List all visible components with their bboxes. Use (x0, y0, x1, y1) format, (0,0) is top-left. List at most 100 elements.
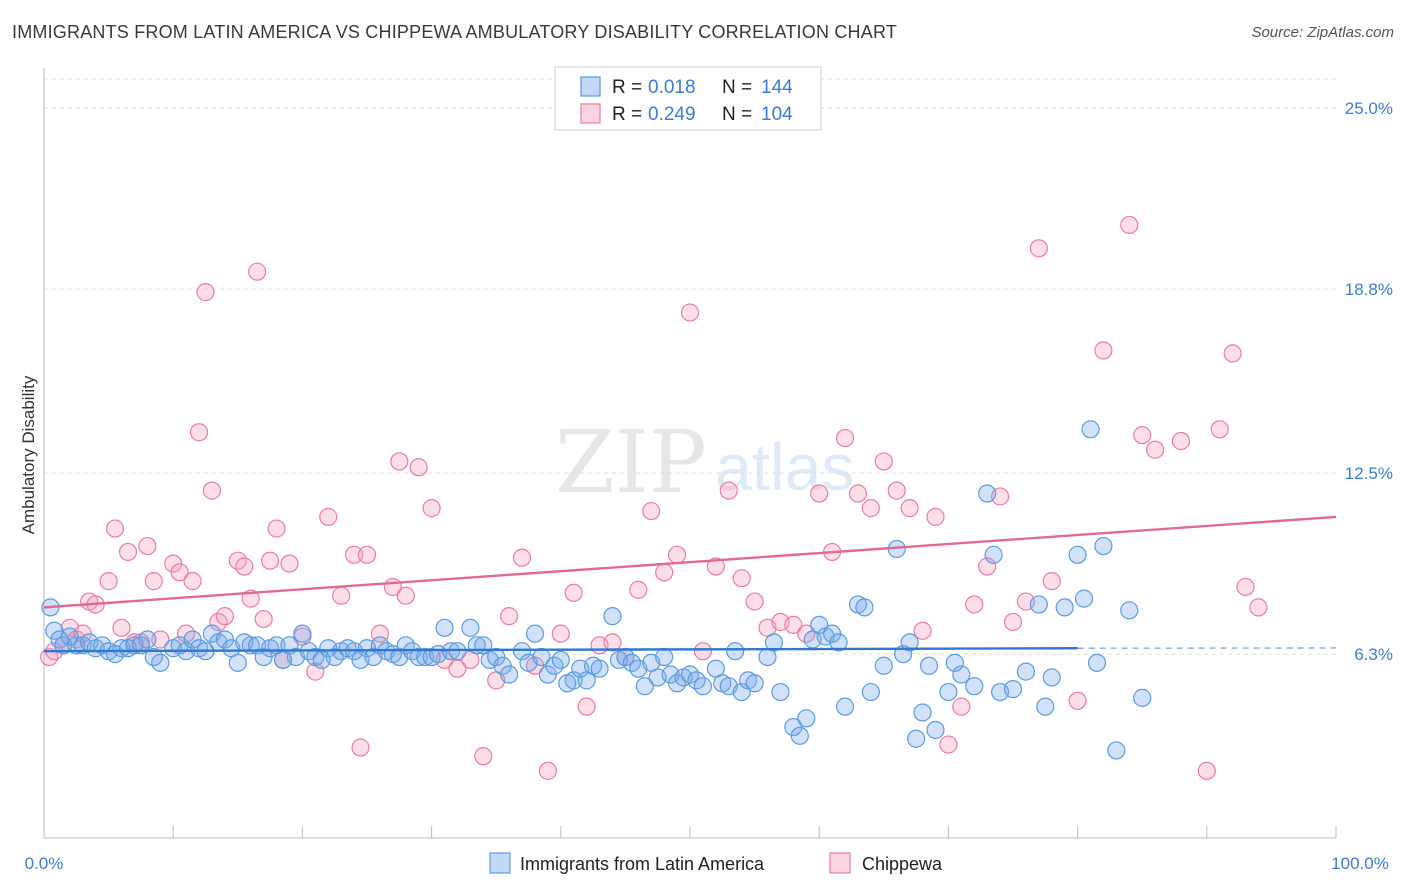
point-blue-105 (745, 674, 764, 693)
point-blue-119 (855, 598, 874, 617)
point-pink-89 (965, 595, 984, 614)
point-blue-110 (790, 726, 809, 745)
watermark-atlas: atlas (715, 430, 854, 504)
point-pink-29 (248, 262, 267, 281)
point-pink-66 (667, 545, 687, 564)
point-pink-37 (319, 507, 338, 526)
point-blue-29 (228, 653, 247, 672)
point-blue-130 (945, 653, 964, 672)
point-pink-16 (151, 630, 170, 649)
point-pink-45 (396, 586, 415, 605)
legend-n-value-2: 104 (761, 104, 793, 125)
point-blue-113 (810, 615, 829, 634)
point-pink-0 (40, 647, 59, 667)
y-tick-label-1: 12.5% (1345, 464, 1393, 483)
point-blue-83 (590, 659, 609, 678)
point-pink-44 (390, 452, 409, 471)
point-pink-85 (913, 621, 932, 640)
point-pink-36 (306, 662, 325, 681)
point-blue-116 (829, 633, 848, 652)
point-blue-147 (1107, 741, 1126, 760)
point-pink-8 (99, 572, 118, 591)
point-pink-104 (1223, 344, 1242, 363)
point-pink-92 (1003, 612, 1023, 632)
point-blue-61 (435, 618, 454, 637)
point-blue-139 (1036, 697, 1055, 716)
point-blue-92 (655, 647, 674, 667)
point-blue-84 (603, 607, 622, 626)
point-pink-100 (1146, 440, 1165, 459)
watermark: ZIP atlas (555, 413, 854, 513)
point-blue-142 (1068, 545, 1087, 564)
point-pink-10 (112, 618, 131, 637)
point-blue-145 (1087, 653, 1107, 672)
point-pink-98 (1120, 215, 1139, 235)
point-blue-126 (913, 703, 932, 722)
point-blue-98 (693, 677, 713, 696)
point-blue-121 (874, 656, 893, 675)
legend-top: R = 0.018 N = 144 R = 0.249 N = 104 (554, 66, 822, 131)
point-blue-146 (1094, 536, 1113, 556)
point-blue-131 (952, 665, 971, 684)
point-pink-56 (538, 761, 557, 780)
point-blue-125 (906, 729, 926, 748)
watermark-zip: ZIP (555, 413, 707, 513)
point-blue-102 (726, 642, 745, 661)
y-tick-label-3: 25.0% (1345, 99, 1393, 118)
point-pink-81 (861, 499, 880, 518)
point-blue-124 (900, 633, 919, 652)
point-blue-103 (732, 682, 751, 702)
point-pink-99 (1133, 426, 1152, 445)
legend-n-value-1: 144 (761, 77, 793, 98)
point-blue-133 (978, 484, 997, 503)
point-pink-41 (357, 545, 377, 564)
point-pink-72 (745, 592, 764, 611)
point-pink-63 (629, 580, 648, 599)
point-pink-54 (512, 548, 532, 567)
point-blue-1 (45, 621, 64, 640)
y-tick-labels: 6.3% 12.5% 18.8% 25.0% (1345, 99, 1393, 664)
point-pink-31 (261, 551, 280, 570)
legend-swatch-blue (580, 76, 601, 97)
legend-r-label-2: R = (612, 104, 642, 125)
point-blue-39 (293, 624, 312, 643)
point-pink-20 (183, 572, 202, 591)
point-pink-67 (680, 303, 700, 322)
point-pink-58 (564, 583, 583, 602)
point-pink-102 (1197, 761, 1216, 780)
point-pink-97 (1094, 341, 1113, 360)
point-blue-89 (635, 677, 654, 696)
point-blue-137 (1016, 662, 1036, 681)
point-pink-88 (952, 697, 971, 716)
trend-lines (43, 515, 1337, 653)
legend-bottom: Immigrants from Latin America Chippewa (489, 852, 943, 874)
x-tick-label-min: 0.0% (25, 854, 64, 873)
trend-line-blue (43, 647, 1078, 653)
point-pink-47 (422, 499, 441, 518)
point-blue-132 (965, 677, 984, 696)
legend-r-value-1: 0.018 (648, 77, 696, 98)
point-blue-64 (461, 618, 480, 637)
legend-r-value-2: 0.249 (648, 104, 696, 125)
point-blue-71 (512, 642, 532, 661)
bottom-legend-label-latin-america: Immigrants from Latin America (520, 854, 765, 874)
point-pink-21 (189, 423, 209, 442)
point-pink-83 (887, 481, 906, 500)
point-blue-140 (1042, 668, 1061, 687)
point-pink-15 (144, 572, 163, 591)
point-pink-101 (1171, 431, 1191, 451)
point-pink-61 (603, 633, 622, 652)
point-pink-75 (784, 615, 803, 634)
point-blue-149 (1133, 688, 1152, 707)
point-pink-106 (1249, 598, 1268, 617)
point-pink-34 (280, 554, 299, 573)
y-tick-label-0: 6.3% (1354, 645, 1393, 664)
point-pink-105 (1236, 577, 1255, 597)
point-pink-80 (848, 484, 868, 503)
legend-swatch-pink (580, 103, 601, 124)
point-pink-53 (500, 607, 519, 626)
point-pink-86 (926, 507, 945, 526)
point-blue-120 (861, 682, 880, 702)
point-pink-11 (118, 542, 138, 562)
